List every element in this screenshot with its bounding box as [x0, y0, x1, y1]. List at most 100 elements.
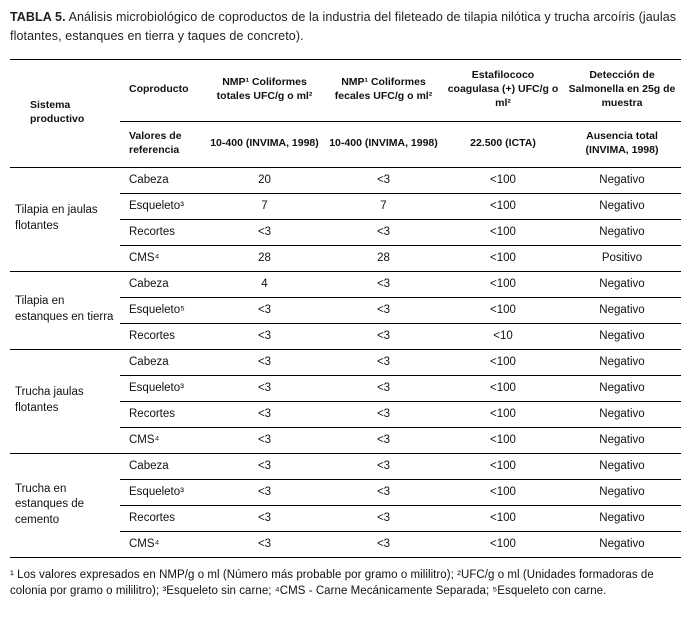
table-row: CMS⁴ <3 <3 <100 Negativo: [10, 531, 681, 558]
cell-totales: <3: [205, 401, 324, 428]
cell-estafilococo: <100: [443, 479, 563, 506]
cell-salmonella: Negativo: [563, 375, 681, 402]
cell-totales: <3: [205, 349, 324, 376]
table-row: CMS⁴ <3 <3 <100 Negativo: [10, 427, 681, 454]
cell-fecales: <3: [324, 375, 443, 402]
cell-coproducto: CMS⁴: [120, 531, 205, 558]
table-row: Esqueleto³ 7 7 <100 Negativo: [10, 193, 681, 220]
group-label: Trucha jaulas flotantes: [10, 349, 120, 454]
cell-estafilococo: <100: [443, 375, 563, 402]
table-caption-label: TABLA 5.: [10, 10, 66, 24]
cell-totales: <3: [205, 375, 324, 402]
reference-row: Valores de referencia 10-400 (INVIMA, 19…: [10, 121, 681, 168]
cell-coproducto: Recortes: [120, 401, 205, 428]
cell-totales: <3: [205, 453, 324, 480]
header-estafilococo: Estafilococo coagulasa (+) UFC/g o ml²: [443, 58, 563, 122]
reference-coliformes-totales: 10-400 (INVIMA, 1998): [205, 121, 324, 168]
cell-salmonella: Negativo: [563, 531, 681, 558]
table-row: Recortes <3 <3 <10 Negativo: [10, 323, 681, 350]
table-header: Sistema productivo Coproducto NMP¹ Colif…: [10, 58, 681, 168]
cell-fecales: <3: [324, 349, 443, 376]
cell-estafilococo: <100: [443, 349, 563, 376]
cell-coproducto: Cabeza: [120, 167, 205, 194]
microbiology-table: Sistema productivo Coproducto NMP¹ Colif…: [10, 58, 681, 558]
cell-estafilococo: <100: [443, 453, 563, 480]
cell-fecales: <3: [324, 323, 443, 350]
header-coliformes-fecales: NMP¹ Coliformes fecales UFC/g o ml²: [324, 58, 443, 122]
footnotes: ¹ Los valores expresados en NMP/g o ml (…: [10, 568, 654, 597]
cell-fecales: 7: [324, 193, 443, 220]
cell-fecales: <3: [324, 271, 443, 298]
table-body: Tilapia en jaulas flotantes Cabeza 20 <3 <10…: [10, 167, 681, 558]
table-caption: TABLA 5. Análisis microbiológico de copr…: [10, 8, 681, 46]
table-row: Esqueleto³ <3 <3 <100 Negativo: [10, 375, 681, 402]
cell-salmonella: Negativo: [563, 323, 681, 350]
cell-estafilococo: <100: [443, 271, 563, 298]
cell-salmonella: Negativo: [563, 167, 681, 194]
cell-totales: <3: [205, 531, 324, 558]
cell-fecales: 28: [324, 245, 443, 272]
table-row: Tilapia en jaulas flotantes Cabeza 20 <3 <10…: [10, 167, 681, 272]
group-label: Tilapia en estanques en tierra: [10, 271, 120, 350]
cell-estafilococo: <100: [443, 219, 563, 246]
cell-totales: <3: [205, 505, 324, 532]
cell-totales: 20: [205, 167, 324, 194]
cell-totales: <3: [205, 297, 324, 324]
group-label: Tilapia en jaulas flotantes: [10, 167, 120, 272]
cell-fecales: <3: [324, 401, 443, 428]
cell-coproducto: Recortes: [120, 219, 205, 246]
cell-salmonella: Negativo: [563, 427, 681, 454]
cell-salmonella: Negativo: [563, 297, 681, 324]
table-caption-text: Análisis microbiológico de coproductos d…: [10, 10, 677, 43]
cell-coproducto: Esqueleto⁵: [120, 297, 205, 324]
group-label: Trucha en estanques de cemento: [10, 453, 120, 558]
cell-salmonella: Negativo: [563, 479, 681, 506]
cell-estafilococo: <100: [443, 427, 563, 454]
cell-fecales: <3: [324, 505, 443, 532]
table-row: Tilapia en estanques en tierra Cabeza 4 <3 <…: [10, 271, 681, 350]
cell-estafilococo: <100: [443, 531, 563, 558]
header-row: Sistema productivo Coproducto NMP¹ Colif…: [10, 58, 681, 168]
cell-coproducto: Cabeza: [120, 271, 205, 298]
table-row: Recortes <3 <3 <100 Negativo: [10, 219, 681, 246]
cell-coproducto: Esqueleto³: [120, 479, 205, 506]
table-row: Trucha en estanques de cemento Cabeza <3 <3…: [10, 453, 681, 558]
cell-coproducto: Recortes: [120, 323, 205, 350]
cell-totales: <3: [205, 323, 324, 350]
cell-coproducto: Cabeza: [120, 349, 205, 376]
cell-totales: 7: [205, 193, 324, 220]
table-row: Esqueleto⁵ <3 <3 <100 Negativo: [10, 297, 681, 324]
cell-coproducto: Esqueleto³: [120, 193, 205, 220]
cell-salmonella: Negativo: [563, 349, 681, 376]
table-row: CMS⁴ 28 28 <100 Positivo: [10, 245, 681, 272]
cell-estafilococo: <100: [443, 167, 563, 194]
cell-salmonella: Negativo: [563, 271, 681, 298]
cell-fecales: <3: [324, 479, 443, 506]
cell-fecales: <3: [324, 531, 443, 558]
cell-coproducto: CMS⁴: [120, 427, 205, 454]
cell-coproducto: Esqueleto³: [120, 375, 205, 402]
header-salmonella: Detección de Salmonella en 25g de muestr…: [563, 58, 681, 122]
cell-salmonella: Negativo: [563, 401, 681, 428]
cell-coproducto: CMS⁴: [120, 245, 205, 272]
cell-totales: 28: [205, 245, 324, 272]
table-row: Recortes <3 <3 <100 Negativo: [10, 401, 681, 428]
cell-fecales: <3: [324, 167, 443, 194]
cell-estafilococo: <10: [443, 323, 563, 350]
reference-salmonella: Ausencia total (INVIMA, 1998): [563, 121, 681, 168]
cell-estafilococo: <100: [443, 245, 563, 272]
cell-fecales: <3: [324, 219, 443, 246]
reference-estafilococo: 22.500 (ICTA): [443, 121, 563, 168]
header-coproducto: Coproducto: [120, 58, 205, 122]
cell-totales: 4: [205, 271, 324, 298]
table-row: Trucha jaulas flotantes Cabeza <3 <3 <100 Neg…: [10, 349, 681, 454]
cell-fecales: <3: [324, 453, 443, 480]
cell-totales: <3: [205, 427, 324, 454]
reference-coliformes-fecales: 10-400 (INVIMA, 1998): [324, 121, 443, 168]
cell-coproducto: Cabeza: [120, 453, 205, 480]
cell-salmonella: Negativo: [563, 453, 681, 480]
table-row: Esqueleto³ <3 <3 <100 Negativo: [10, 479, 681, 506]
cell-salmonella: Negativo: [563, 219, 681, 246]
cell-salmonella: Negativo: [563, 505, 681, 532]
